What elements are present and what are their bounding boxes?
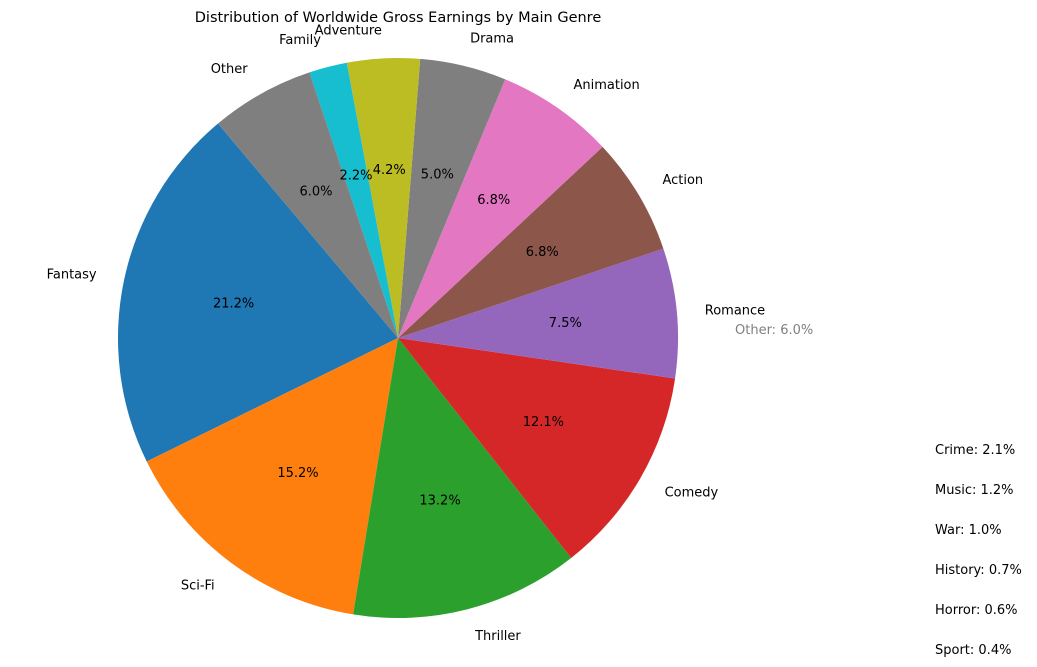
slice-labels: Fantasy Sci-Fi Thriller Comedy Romance Action… [47, 23, 766, 644]
other-breakdown-item: Music: 1.2% [935, 483, 1014, 498]
chart-title: Distribution of Worldwide Gross Earnings… [195, 10, 602, 26]
other-breakdown-item: War: 1.0% [935, 523, 1002, 538]
slice-percent-action: 6.8% [526, 245, 559, 260]
slice-label-family: Family [279, 33, 321, 48]
pie-slice-adventure [346, 57, 421, 338]
slice-percent-family: 2.2% [339, 168, 372, 183]
pie-slice-comedy [398, 338, 676, 559]
slice-label-drama: Drama [470, 32, 514, 47]
slice-label-other: Other [211, 62, 249, 77]
slice-percent-sci-fi: 15.2% [277, 466, 318, 481]
other-breakdown-item: Crime: 2.1% [935, 443, 1015, 458]
slice-label-animation: Animation [573, 78, 639, 93]
slice-label-action: Action [662, 173, 703, 188]
slice-label-romance: Romance [705, 303, 765, 318]
slice-label-fantasy: Fantasy [47, 267, 97, 282]
other-breakdown-item: Horror: 0.6% [935, 603, 1018, 618]
other-breakdown-list: Crime: 2.1% Music: 1.2% War: 1.0% History: … [935, 443, 1022, 658]
other-breakdown-item: Sport: 0.4% [935, 643, 1011, 658]
pie-slice-other [218, 72, 398, 339]
pie-slice-animation [398, 79, 603, 338]
slice-label-thriller: Thriller [474, 629, 521, 644]
pie-slice-fantasy [117, 123, 398, 462]
pie-slice-family [309, 62, 398, 338]
pie-slice-sci-fi [146, 338, 398, 615]
pie-slices [117, 57, 678, 618]
slice-percent-thriller: 13.2% [419, 494, 460, 509]
pie-slice-drama [398, 58, 506, 338]
pie-slice-thriller [353, 338, 572, 618]
slice-percent-drama: 5.0% [421, 168, 454, 183]
slice-percent-adventure: 4.2% [373, 163, 406, 178]
slice-percent-animation: 6.8% [477, 193, 510, 208]
other-note: Other: 6.0% [735, 323, 813, 338]
pie-slice-action [398, 146, 664, 338]
slice-percent-romance: 7.5% [549, 316, 582, 331]
slice-label-adventure: Adventure [315, 23, 382, 38]
slice-percent-other: 6.0% [299, 184, 332, 199]
slice-percent-comedy: 12.1% [523, 415, 564, 430]
slice-percent-labels: 21.2% 15.2% 13.2% 12.1% 7.5% 6.8% 6.8% 5.0% 4.2%… [213, 163, 582, 508]
other-breakdown-item: History: 0.7% [935, 563, 1022, 578]
pie-slice-romance [398, 248, 678, 379]
slice-percent-fantasy: 21.2% [213, 296, 254, 311]
slice-label-sci-fi: Sci-Fi [181, 579, 215, 594]
slice-label-comedy: Comedy [665, 485, 719, 500]
